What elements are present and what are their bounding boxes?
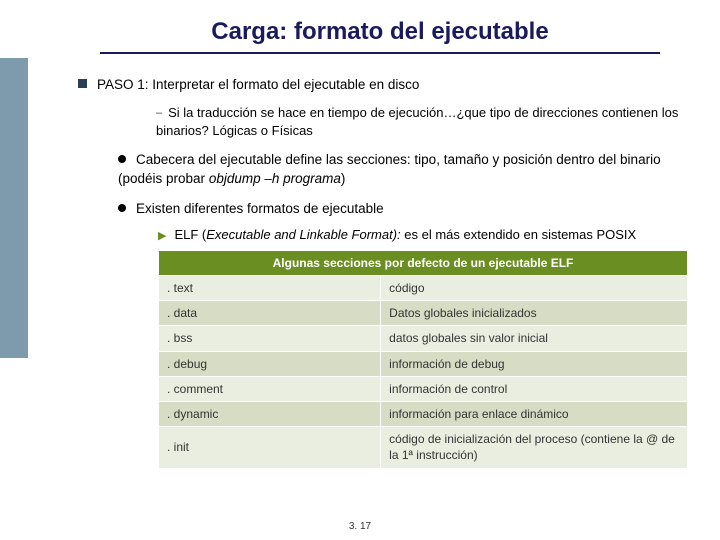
table-row: . text código [159,276,688,301]
table-header-row: Algunas secciones por defecto de un ejec… [159,250,688,275]
slide-container: Carga: formato del ejecutable PASO 1: In… [0,0,720,540]
table-row: . data Datos globales inicializados [159,301,688,326]
header-ital: objdump –h programa [209,171,341,186]
elf-ital: Executable and Linkable Format): [206,227,400,242]
disc-bullet-icon [118,155,126,163]
formats-text: Existen diferentes formatos de ejecutabl… [136,201,384,216]
table-caption: Algunas secciones por defecto de un ejec… [159,250,688,275]
elf-sections-table: Algunas secciones por defecto de un ejec… [158,250,688,469]
section-name: . comment [159,376,381,401]
section-desc: código [381,276,688,301]
elf-post: es el más extendido en sistemas POSIX [401,227,637,242]
section-name: . text [159,276,381,301]
bullet-formats: Existen diferentes formatos de ejecutabl… [118,200,680,218]
section-desc: información de debug [381,351,688,376]
section-desc: información para enlace dinámico [381,401,688,426]
table-row: . init código de inicialización del proc… [159,427,688,468]
section-desc: datos globales sin valor inicial [381,326,688,351]
step-text: PASO 1: Interpretar el formato del ejecu… [97,77,419,92]
bullet-header-sections: Cabecera del ejecutable define las secci… [118,151,680,187]
sub-text: Si la traducción se hace en tiempo de ej… [156,105,678,138]
table-row: . dynamic información para enlace dinámi… [159,401,688,426]
section-name: . data [159,301,381,326]
header-pre: Cabecera del ejecutable define las secci… [118,152,661,185]
section-name: . init [159,427,381,468]
section-name: . debug [159,351,381,376]
step-heading: PASO 1: Interpretar el formato del ejecu… [78,76,680,94]
section-desc: Datos globales inicializados [381,301,688,326]
page-number: 3. 17 [0,521,720,532]
section-name: . dynamic [159,401,381,426]
square-bullet-icon [78,79,87,88]
slide-title: Carga: formato del ejecutable [100,18,660,54]
slide-content: PASO 1: Interpretar el formato del ejecu… [78,76,680,469]
header-post: ) [341,171,346,186]
sub-bullet-translation: –Si la traducción se hace en tiempo de e… [156,104,680,139]
dash-bullet-icon: – [156,106,162,121]
table-row: . comment información de control [159,376,688,401]
elf-pre: ELF ( [174,227,206,242]
sub-bullet-elf: ▶ ELF (Executable and Linkable Format): e… [158,226,680,244]
section-desc: información de control [381,376,688,401]
section-desc: código de inicialización del proceso (co… [381,427,688,468]
table-row: . bss datos globales sin valor inicial [159,326,688,351]
section-name: . bss [159,326,381,351]
disc-bullet-icon [118,204,126,212]
arrow-bullet-icon: ▶ [158,229,166,244]
table-row: . debug información de debug [159,351,688,376]
